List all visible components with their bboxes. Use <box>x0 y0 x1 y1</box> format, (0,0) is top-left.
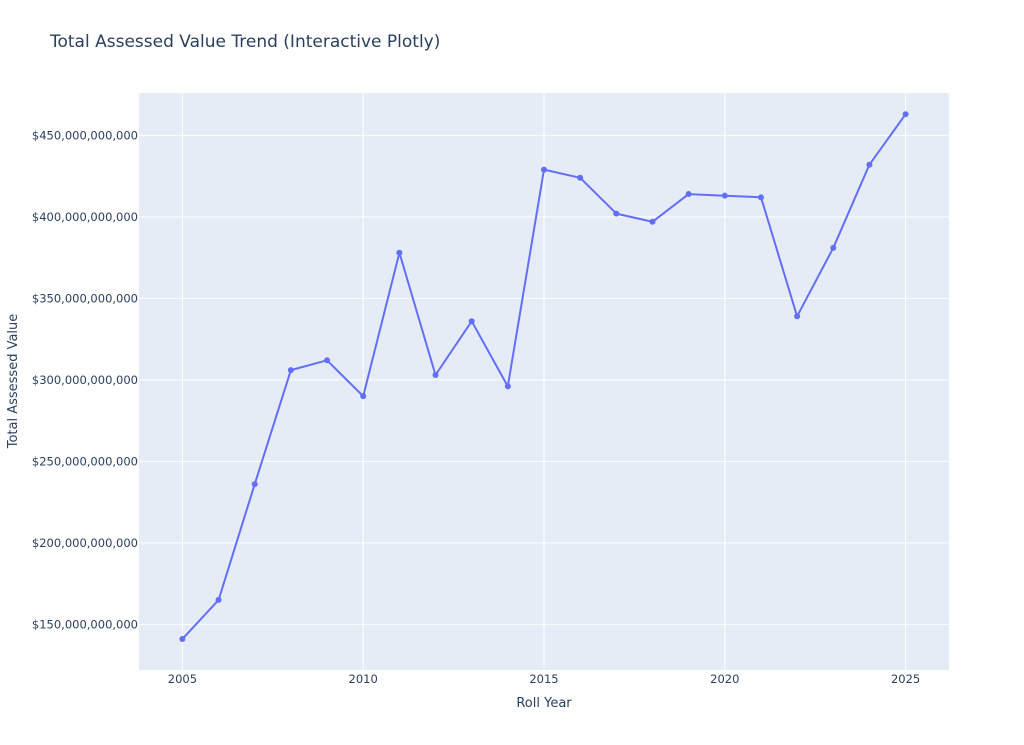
y-tick-label: $300,000,000,000 <box>32 373 138 387</box>
data-point[interactable] <box>577 174 584 181</box>
data-point[interactable] <box>504 383 511 390</box>
data-point[interactable] <box>251 481 258 488</box>
data-point[interactable] <box>360 393 367 400</box>
data-point[interactable] <box>866 161 873 168</box>
y-axis-title: Total Assessed Value <box>6 314 21 450</box>
data-point[interactable] <box>179 636 186 643</box>
data-point[interactable] <box>649 218 656 225</box>
x-tick-label: 2005 <box>168 672 197 686</box>
data-point[interactable] <box>396 249 403 256</box>
y-tick-label: $450,000,000,000 <box>32 128 138 142</box>
x-tick-label: 2010 <box>349 672 378 686</box>
data-point[interactable] <box>541 166 547 173</box>
y-tick-label: $200,000,000,000 <box>32 536 138 550</box>
data-point[interactable] <box>324 357 331 364</box>
gridlines <box>139 93 949 670</box>
data-point[interactable] <box>287 367 294 374</box>
data-point[interactable] <box>721 192 728 199</box>
data-point[interactable] <box>794 313 801 320</box>
y-tick-label: $150,000,000,000 <box>32 617 138 631</box>
x-axis-title: Roll Year <box>516 696 572 711</box>
chart-title: Total Assessed Value Trend (Interactive … <box>49 32 440 52</box>
x-tick-label: 2020 <box>710 672 739 686</box>
data-series <box>179 111 909 643</box>
data-point[interactable] <box>685 191 692 198</box>
data-point[interactable] <box>902 111 909 118</box>
data-point[interactable] <box>432 371 439 378</box>
data-point[interactable] <box>468 318 475 325</box>
y-tick-label: $400,000,000,000 <box>32 210 138 224</box>
data-point[interactable] <box>830 244 837 251</box>
y-axis-ticks: $150,000,000,000 $200,000,000,000 $250,000… <box>32 128 138 631</box>
x-tick-label: 2025 <box>891 672 920 686</box>
x-tick-label: 2015 <box>529 672 558 686</box>
y-tick-label: $350,000,000,000 <box>32 291 138 305</box>
x-axis-ticks: 2005 2010 2015 2020 2025 <box>168 672 920 686</box>
data-point[interactable] <box>215 596 222 603</box>
data-point[interactable] <box>613 210 620 217</box>
data-point[interactable] <box>757 194 764 201</box>
y-tick-label: $250,000,000,000 <box>32 454 138 468</box>
